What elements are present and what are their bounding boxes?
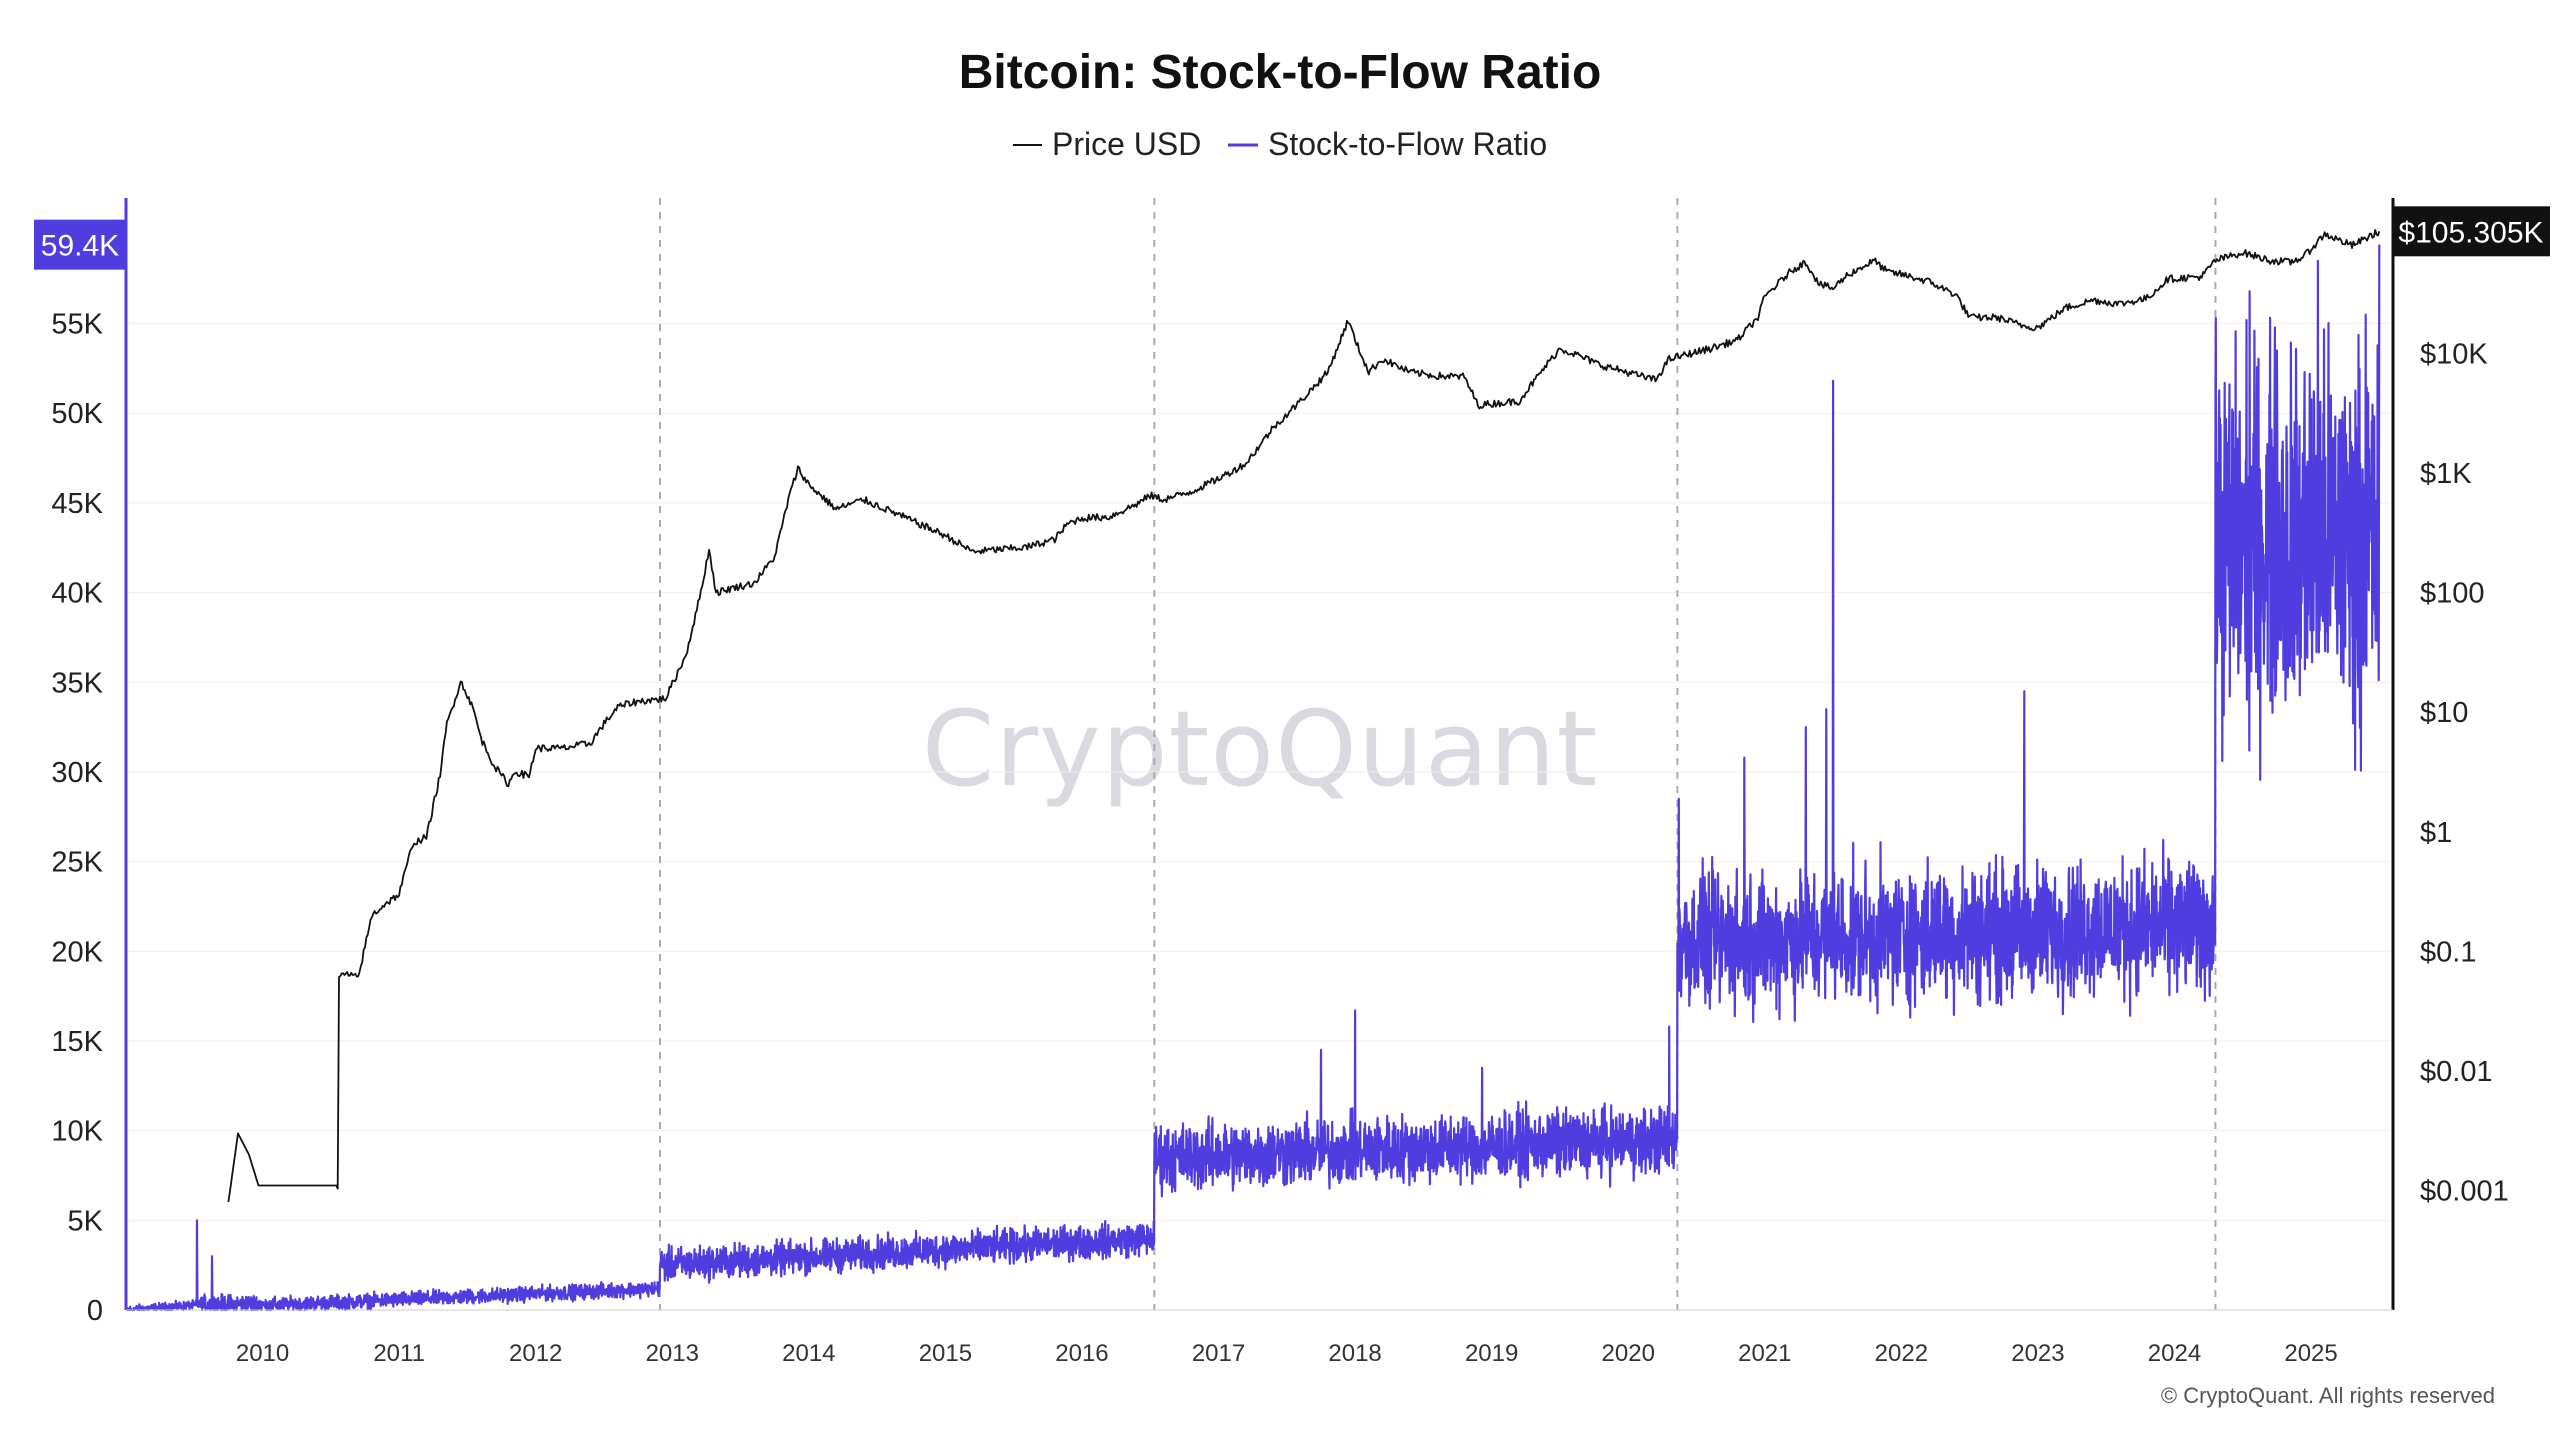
left-tick-label: 0 [87, 1295, 103, 1327]
right-tick-label: $10 [2420, 697, 2468, 729]
left-tick-label: 15K [51, 1026, 103, 1058]
right-tick-label: $10K [2420, 339, 2488, 371]
grid [126, 323, 2393, 1221]
left-tick-label: 40K [51, 578, 103, 610]
x-tick-label: 2020 [1602, 1340, 1655, 1367]
legend: Price USD Stock-to-Flow Ratio [1013, 126, 1547, 162]
left-current-label: 59.4K [41, 230, 119, 263]
legend-s2f-label[interactable]: Stock-to-Flow Ratio [1268, 126, 1547, 162]
left-tick-label: 55K [51, 309, 103, 341]
x-tick-label: 2018 [1328, 1340, 1381, 1367]
x-tick-label: 2012 [509, 1340, 562, 1367]
x-tick-label: 2025 [2284, 1340, 2337, 1367]
left-tick-label: 20K [51, 936, 103, 968]
right-axis-ticks: $0.001 $0.01 $0.1 $1 $10 $100 $1K $10K [2420, 339, 2509, 1208]
chart-title: Bitcoin: Stock-to-Flow Ratio [959, 46, 1602, 99]
x-tick-label: 2019 [1465, 1340, 1518, 1367]
x-tick-label: 2010 [236, 1340, 289, 1367]
right-current-badge: $105.305K [2393, 206, 2550, 257]
price-series [227, 229, 2381, 1203]
x-tick-label: 2017 [1192, 1340, 1245, 1367]
x-axis-ticks: 2010 2011 2012 2013 2014 2015 2016 2017 2018 2019… [236, 1340, 2338, 1367]
x-tick-label: 2021 [1738, 1340, 1791, 1367]
right-tick-label: $1 [2420, 817, 2452, 849]
right-tick-label: $100 [2420, 578, 2485, 610]
x-tick-label: 2015 [919, 1340, 972, 1367]
right-current-label: $105.305K [2398, 216, 2543, 249]
x-tick-label: 2014 [782, 1340, 835, 1367]
s2f-series [124, 244, 2381, 1312]
left-tick-label: 30K [51, 757, 103, 789]
x-tick-label: 2013 [646, 1340, 699, 1367]
left-tick-label: 5K [68, 1205, 104, 1237]
price-line [227, 229, 2381, 1203]
watermark: CryptoQuant [922, 688, 1599, 810]
left-tick-label: 25K [51, 847, 103, 879]
s2f-line [124, 244, 2381, 1312]
x-tick-label: 2016 [1055, 1340, 1108, 1367]
x-tick-label: 2024 [2148, 1340, 2201, 1367]
x-tick-label: 2022 [1875, 1340, 1928, 1367]
left-tick-label: 45K [51, 488, 103, 520]
left-current-badge: 59.4K [34, 219, 126, 270]
right-tick-label: $0.1 [2420, 936, 2476, 968]
right-tick-label: $1K [2420, 458, 2472, 490]
left-tick-label: 35K [51, 667, 103, 699]
x-tick-label: 2023 [2011, 1340, 2064, 1367]
copyright: © CryptoQuant. All rights reserved [2161, 1383, 2495, 1408]
left-tick-label: 10K [51, 1116, 103, 1148]
left-tick-label: 50K [51, 398, 103, 430]
legend-price-label[interactable]: Price USD [1052, 126, 1201, 162]
right-tick-label: $0.001 [2420, 1175, 2509, 1207]
right-tick-label: $0.01 [2420, 1056, 2493, 1088]
left-axis-ticks: 0 5K 10K 15K 20K 25K 30K 35K 40K 45K 50K 55K [51, 309, 103, 1327]
x-tick-label: 2011 [373, 1340, 425, 1367]
